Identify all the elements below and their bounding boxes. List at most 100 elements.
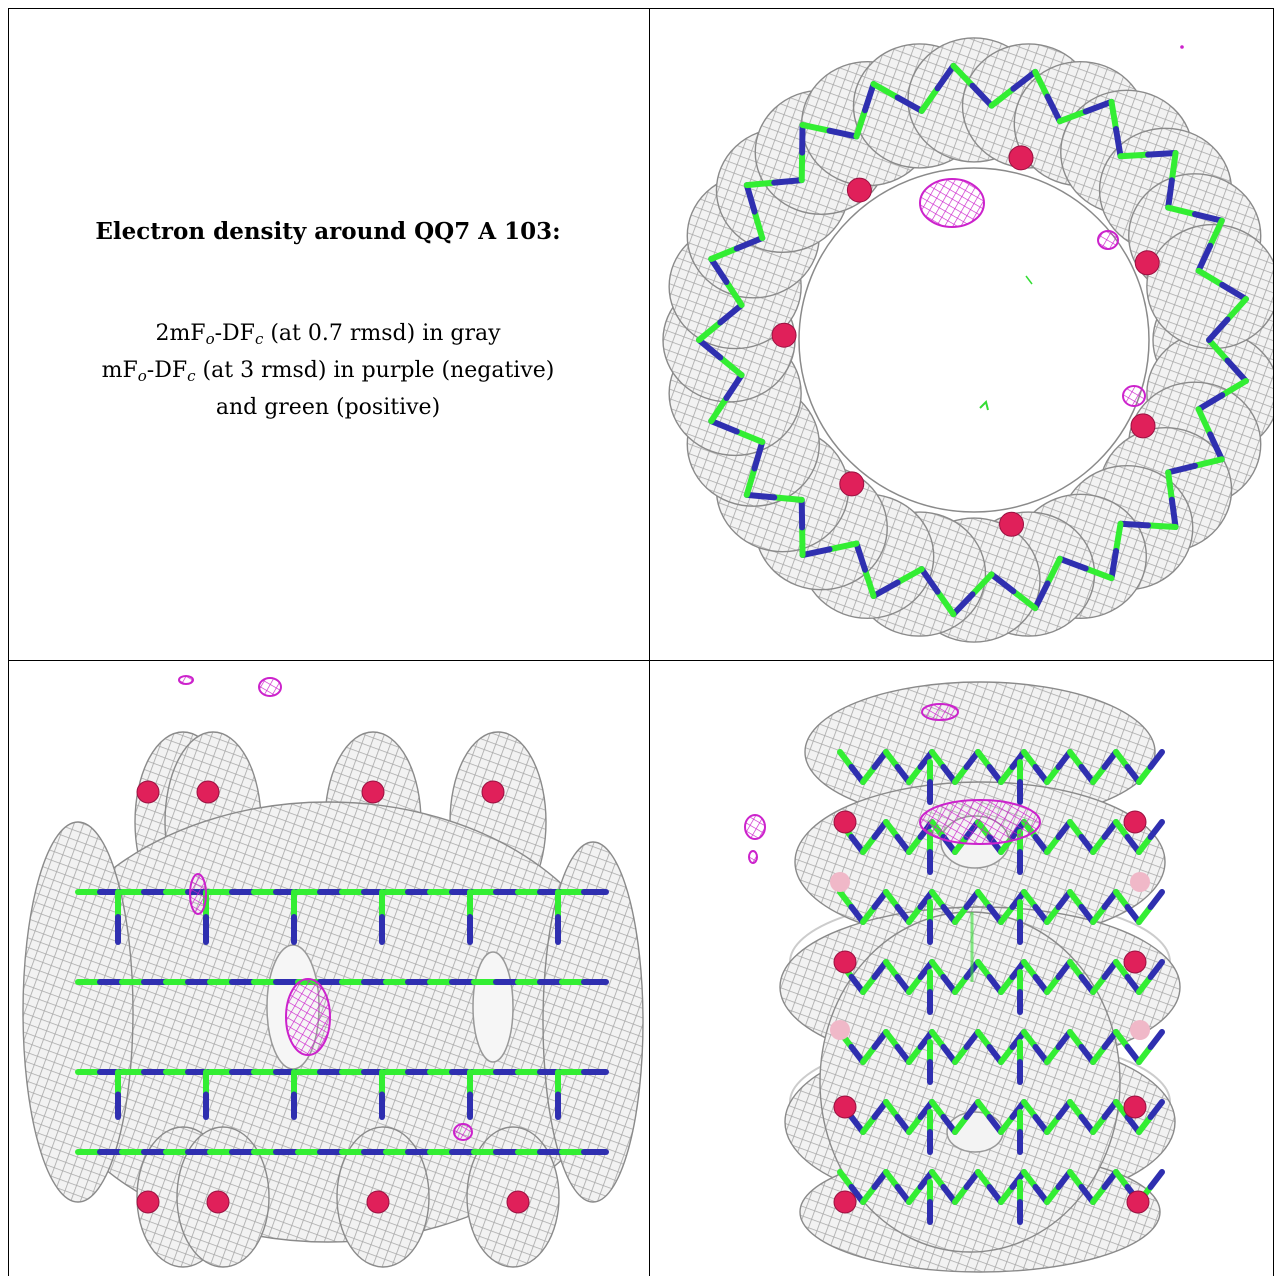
front-bond-c	[860, 834, 878, 855]
front-bond-n	[1124, 904, 1142, 925]
ring-oxygen	[839, 471, 865, 497]
front-oxygen	[833, 950, 857, 974]
front-bond-n	[1101, 1029, 1119, 1050]
ring-oxygen	[846, 177, 872, 203]
front-bond-n	[894, 974, 912, 995]
ring-bond-n	[1206, 316, 1231, 343]
negative-density-blob	[748, 850, 758, 864]
front-bond-c	[1021, 1029, 1039, 1050]
ring-bond-c	[1168, 149, 1179, 184]
front-oxygen	[1123, 950, 1147, 974]
ring-bond-c	[1195, 267, 1226, 288]
front-bond-n	[1078, 834, 1096, 855]
front-bond-n	[871, 1169, 889, 1190]
front-bond-c	[1067, 1029, 1085, 1050]
front-bond-c	[883, 889, 901, 910]
ring-bond-n	[1056, 555, 1089, 572]
ring-bond-c	[1117, 151, 1152, 160]
front-bond-n	[894, 1184, 912, 1205]
ring-bond-c	[743, 465, 758, 498]
ring-bond-c	[733, 428, 766, 445]
caption-line-3: and green (positive)	[215, 395, 441, 420]
front-bond-n	[986, 904, 1004, 925]
ring-bond-n	[743, 491, 778, 501]
ring-bond-n	[1224, 357, 1249, 384]
front-bond-c	[929, 749, 947, 770]
side-oxygen-top	[136, 780, 160, 804]
caption-title: Electron density around QQ7 A 103:	[95, 218, 561, 245]
ring-bond-c	[1206, 337, 1231, 364]
negative-density-blob	[189, 873, 207, 915]
front-bond-c	[1113, 889, 1131, 910]
front-bond-c	[1136, 904, 1154, 925]
ring-bond-n	[696, 337, 724, 361]
front-bond-c	[1136, 764, 1154, 785]
ring-bond-n	[1165, 462, 1198, 476]
front-bond-n	[986, 1044, 1004, 1065]
front-bond-n	[848, 904, 866, 925]
front-bond-c	[1044, 904, 1062, 925]
front-bond-n	[986, 764, 1004, 785]
ring-bond-c	[1113, 520, 1124, 554]
front-bond-c	[1067, 749, 1085, 770]
ring-oxygen	[1134, 250, 1160, 276]
front-bond-c	[929, 1029, 947, 1050]
ring-bond-c	[862, 566, 877, 599]
front-bond-c	[1090, 764, 1108, 785]
front-bond-c	[1136, 1114, 1154, 1135]
ring-bond-n	[1082, 98, 1115, 115]
front-bond-n	[1124, 1114, 1142, 1135]
caption-line-2: mFo-DFc (at 3 rmsd) in purple (negative)	[101, 358, 555, 385]
front-oxygen	[833, 810, 857, 834]
front-bond-n	[1032, 1184, 1050, 1205]
ring-oxygen	[1008, 145, 1034, 171]
front-bond-c	[906, 1044, 924, 1065]
front-bond-n	[917, 749, 935, 770]
front-bond-n	[1147, 1169, 1165, 1190]
ring-bond-n	[1207, 431, 1225, 463]
ring-bond-n	[870, 579, 901, 599]
front-bond-n	[1055, 889, 1073, 910]
ring-bond-c	[918, 85, 941, 114]
front-bond-c	[906, 834, 924, 855]
ring-bond-n	[708, 255, 730, 285]
ring-bond-n	[743, 182, 758, 215]
front-bond-n	[1032, 1044, 1050, 1065]
front-bond-c	[1113, 1099, 1131, 1120]
side-oxygen-bottom	[506, 1190, 530, 1214]
table-border-left	[8, 8, 9, 1276]
front-bond-c	[1067, 1099, 1085, 1120]
front-bond-c	[860, 1114, 878, 1135]
front-bond-c	[975, 889, 993, 910]
negative-density-blob	[744, 814, 766, 840]
front-bond-c	[906, 904, 924, 925]
front-bond-n	[1124, 974, 1142, 995]
ring-bond-n	[969, 82, 995, 109]
front-bond-c	[998, 1184, 1016, 1205]
front-bond-n	[986, 1114, 1004, 1135]
front-bond-c	[1067, 1169, 1085, 1190]
table-border-center	[649, 8, 650, 1276]
ring-bond-c	[1082, 565, 1115, 582]
front-bond-n	[1078, 974, 1096, 995]
front-bond-c	[883, 749, 901, 770]
ring-bond-c	[1032, 68, 1051, 100]
negative-density-blob	[258, 677, 282, 697]
ring-bond-n	[771, 177, 805, 186]
ring-cavity	[798, 167, 1150, 513]
front-bond-c	[1090, 1044, 1108, 1065]
front-bond-n	[963, 749, 981, 770]
front-bond-n	[1101, 1099, 1119, 1120]
front-bond-n	[940, 974, 958, 995]
side-mesh-left-edge	[22, 821, 134, 1203]
front-bond-n	[940, 1114, 958, 1135]
front-bond-n	[1101, 749, 1119, 770]
ring-bond-c	[1191, 456, 1225, 469]
side-oxygen-top	[361, 780, 385, 804]
front-bond-c	[1021, 959, 1039, 980]
figure-grid: Electron density around QQ7 A 103: 2mFo-…	[8, 8, 1274, 1276]
front-bond-c	[1136, 1044, 1154, 1065]
front-bond-c	[860, 1044, 878, 1065]
front-bond-c	[1090, 1184, 1108, 1205]
front-bond-n	[894, 904, 912, 925]
